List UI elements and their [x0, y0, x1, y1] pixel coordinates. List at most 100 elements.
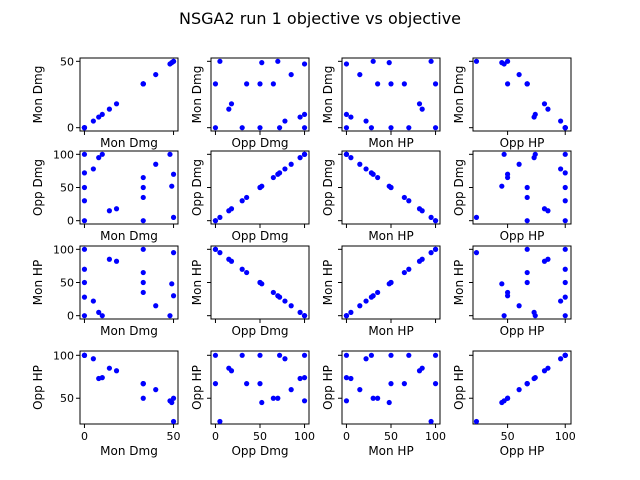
data-point [368, 352, 374, 358]
x-tick-label: 100 [294, 430, 315, 443]
data-point [277, 125, 283, 131]
x-tick-label: 50 [167, 430, 181, 443]
data-point [81, 246, 88, 252]
data-point [432, 246, 439, 252]
data-point [524, 194, 530, 201]
data-point [562, 246, 568, 252]
data-point [275, 395, 281, 401]
data-point [270, 395, 276, 401]
panel-mon-hp-vs-opp-hp: Opp HP Mon HP [452, 245, 572, 338]
chart-title: NSGA2 run 1 objective vs objective [179, 9, 461, 28]
x-tick-label: 0 [212, 430, 219, 443]
data-point [301, 125, 308, 131]
data-point [370, 58, 376, 64]
data-point [99, 151, 105, 157]
data-point [432, 218, 439, 224]
data-point [140, 279, 146, 286]
data-point [401, 381, 407, 387]
data-point [217, 250, 223, 256]
data-point [81, 198, 88, 204]
data-point [562, 184, 568, 191]
data-point [432, 125, 439, 131]
data-point [428, 418, 434, 425]
data-point [357, 303, 363, 309]
data-point [140, 174, 146, 181]
y-axis-label: Opp HP [321, 365, 335, 410]
panel-frame [79, 350, 179, 425]
data-point [432, 381, 439, 387]
panel-opp-dmg-vs-opp-dmg: Opp Dmg Opp Dmg [190, 150, 310, 243]
data-point [406, 266, 412, 272]
data-point [532, 111, 538, 118]
data-point [170, 293, 177, 299]
data-point [217, 214, 223, 220]
data-point [288, 71, 294, 78]
data-point [357, 161, 363, 167]
data-point [504, 171, 511, 177]
data-point [343, 313, 350, 319]
y-axis-label: Mon HP [190, 260, 204, 305]
x-tick-label: 50 [501, 430, 515, 443]
data-point [406, 352, 412, 358]
y-axis-label: Mon Dmg [31, 66, 45, 124]
panel-frame [472, 150, 572, 225]
data-point [388, 125, 394, 131]
data-point [524, 218, 530, 224]
data-point [140, 218, 146, 224]
data-point [239, 125, 245, 131]
data-point [167, 313, 173, 319]
panel-opp-hp-vs-opp-dmg: 0 50 100 Opp Dmg Opp HP [190, 350, 315, 458]
data-point [81, 170, 88, 176]
data-point [228, 206, 235, 212]
data-point [416, 206, 423, 212]
x-axis-label: Mon HP [368, 324, 413, 338]
data-point [562, 279, 568, 286]
y-tick-label: 100 [53, 349, 74, 362]
data-point [212, 381, 219, 387]
data-point [167, 151, 173, 157]
data-point [228, 101, 235, 107]
data-point [558, 166, 564, 172]
x-tick-label: 100 [425, 430, 446, 443]
data-point [386, 60, 392, 66]
data-point [562, 125, 568, 131]
data-point [81, 218, 88, 224]
data-point [504, 293, 511, 299]
data-point [297, 309, 303, 315]
y-axis-label: Mon HP [452, 260, 466, 305]
panel-opp-hp-vs-opp-hp: 50 100 Opp HP Opp HP [452, 350, 576, 458]
data-point [301, 352, 308, 358]
data-point [170, 418, 177, 425]
panel-frame [472, 57, 572, 132]
data-point [81, 266, 88, 272]
y-axis-label: Opp Dmg [452, 159, 466, 216]
data-point [370, 171, 376, 177]
data-point [282, 118, 288, 124]
data-point [416, 368, 423, 374]
data-point [473, 214, 480, 220]
data-point [297, 155, 303, 161]
panel-frame [210, 57, 310, 132]
data-point [388, 352, 394, 358]
data-point [113, 206, 120, 212]
data-point [270, 174, 276, 181]
x-tick-label: 0 [81, 430, 88, 443]
data-point [170, 250, 177, 256]
data-point [140, 184, 146, 191]
y-tick-label: 100 [53, 243, 74, 256]
data-point [504, 81, 511, 87]
y-tick-label: 50 [60, 277, 74, 290]
data-point [257, 125, 263, 131]
data-point [363, 166, 369, 172]
data-point [90, 118, 96, 124]
data-point [428, 250, 434, 256]
data-point [524, 381, 530, 387]
data-point [343, 375, 350, 381]
data-point [370, 293, 376, 299]
data-point [348, 155, 354, 161]
data-point [96, 309, 102, 315]
data-point [275, 293, 281, 299]
x-tick-label: 50 [253, 430, 267, 443]
data-point [301, 375, 308, 381]
data-point [140, 395, 146, 401]
